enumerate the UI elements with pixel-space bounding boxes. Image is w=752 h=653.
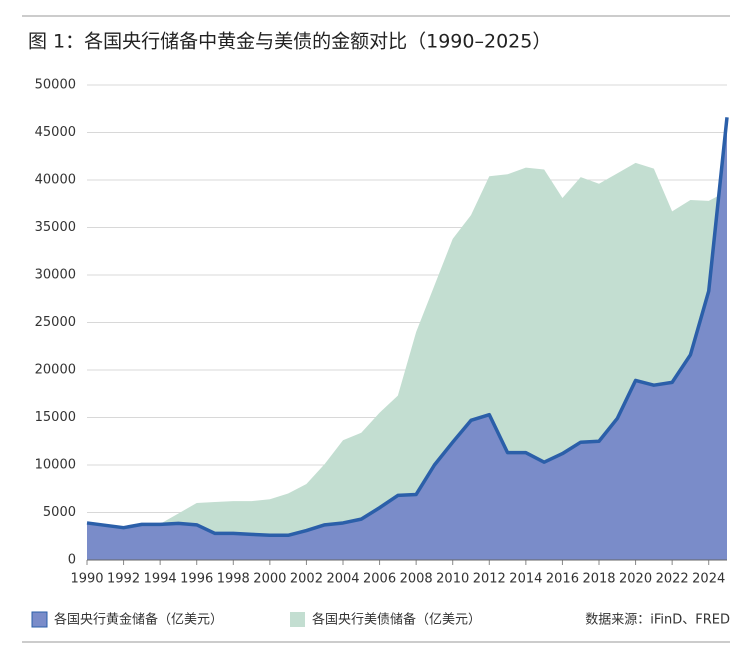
y-tick-label: 45000 bbox=[35, 125, 76, 140]
x-tick-label: 2014 bbox=[509, 572, 542, 587]
chart-title: 图 1：各国央行储备中黄金与美债的金额对比（1990–2025） bbox=[28, 31, 551, 53]
x-tick-label: 2006 bbox=[363, 572, 396, 587]
x-tick-label: 2010 bbox=[436, 572, 469, 587]
legend-label: 各国央行黄金储备（亿美元） bbox=[54, 612, 223, 628]
x-tick-label: 2004 bbox=[326, 572, 359, 587]
y-tick-label: 15000 bbox=[35, 410, 76, 425]
line bbox=[86, 117, 729, 538]
x-tick-label: 1992 bbox=[107, 572, 140, 587]
y-tick-label: 30000 bbox=[35, 268, 76, 283]
legend-label: 各国央行美债储备（亿美元） bbox=[312, 612, 481, 628]
x-tick-label: 1996 bbox=[180, 572, 213, 587]
area bbox=[87, 117, 727, 561]
y-tick-label: 25000 bbox=[35, 315, 76, 330]
y-tick-label: 10000 bbox=[35, 458, 76, 473]
x-tick-label: 2008 bbox=[400, 572, 433, 587]
x-tick-label: 2002 bbox=[290, 572, 323, 587]
y-tick-label: 35000 bbox=[35, 220, 76, 235]
y-tick-label: 5000 bbox=[43, 505, 76, 520]
legend-swatch bbox=[31, 611, 48, 628]
x-tick-label: 2016 bbox=[546, 572, 579, 587]
x-tick-label: 2020 bbox=[619, 572, 652, 587]
x-tick-label: 2018 bbox=[582, 572, 615, 587]
x-tick-label: 2024 bbox=[692, 572, 725, 587]
x-tick-label: 2022 bbox=[656, 572, 689, 587]
x-tick-label: 1998 bbox=[217, 572, 250, 587]
legend-swatch bbox=[290, 612, 305, 627]
y-tick-label: 40000 bbox=[35, 173, 76, 188]
x-tick-label: 2012 bbox=[473, 572, 506, 587]
x-tick-label: 1994 bbox=[144, 572, 177, 587]
y-tick-label: 50000 bbox=[35, 78, 76, 93]
source: 数据来源：iFinD、FRED bbox=[585, 613, 730, 628]
x-tick-label: 1990 bbox=[70, 572, 103, 587]
y-tick-label: 20000 bbox=[35, 363, 76, 378]
x-tick-label: 2000 bbox=[253, 572, 286, 587]
y-tick-label: 0 bbox=[68, 553, 76, 568]
